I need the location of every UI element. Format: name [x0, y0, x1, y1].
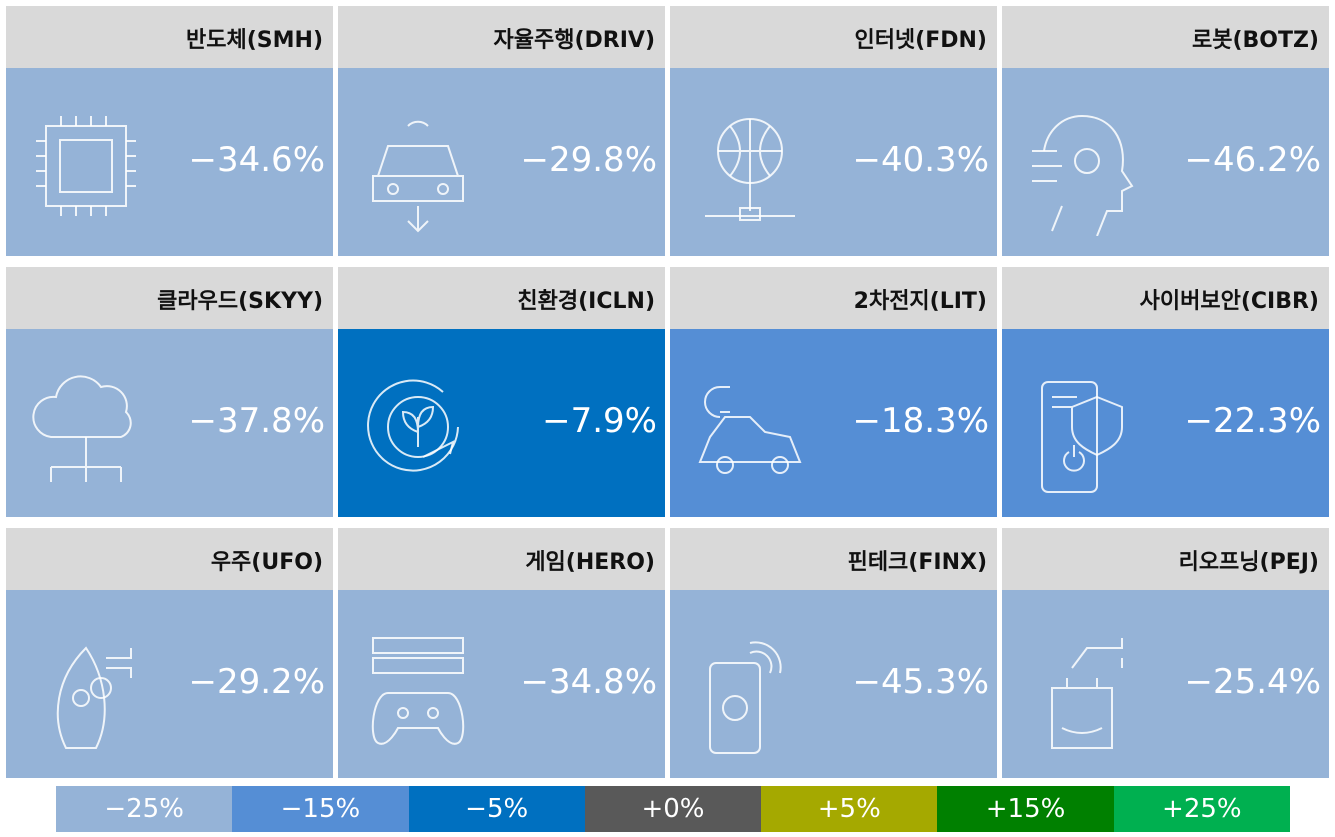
tile-value: −7.9% — [542, 401, 657, 441]
tile-label: 자율주행(DRIV) — [493, 28, 655, 53]
tile-icon — [698, 386, 802, 474]
tile: 반도체(SMH) −34.6% — [6, 6, 333, 256]
tile-body: −46.2% — [1002, 68, 1329, 256]
tile-icon — [32, 375, 132, 482]
tile-label: 로봇(BOTZ) — [1191, 28, 1319, 53]
tile-label: 반도체(SMH) — [186, 28, 323, 53]
tile: 로봇(BOTZ) −46.2% — [1002, 6, 1329, 256]
legend-cell: +25% — [1113, 786, 1290, 832]
tile-body: −7.9% — [338, 329, 665, 517]
tile-label: 사이버보안(CIBR) — [1139, 289, 1319, 314]
tile-icon — [56, 646, 132, 749]
tile: 친환경(ICLN) −7.9% — [338, 267, 665, 517]
tile-header: 반도체(SMH) — [6, 6, 333, 68]
tile: 사이버보안(CIBR) −22.3% — [1002, 267, 1329, 517]
tile-header: 인터넷(FDN) — [670, 6, 997, 68]
tile-body: −18.3% — [670, 329, 997, 517]
tile-header: 리오프닝(PEJ) — [1002, 528, 1329, 590]
tile: 리오프닝(PEJ) −25.4% — [1002, 528, 1329, 778]
tile-icon — [367, 379, 459, 472]
tile-header: 로봇(BOTZ) — [1002, 6, 1329, 68]
tile-header: 우주(UFO) — [6, 528, 333, 590]
tile-body: −29.2% — [6, 590, 333, 778]
tile-label: 리오프닝(PEJ) — [1178, 550, 1319, 575]
legend-label: −25% — [104, 794, 184, 824]
legend-cell: +15% — [937, 786, 1114, 832]
tile-icon — [1041, 381, 1123, 493]
tile-icon — [372, 120, 464, 233]
legend-label: +0% — [641, 794, 705, 824]
tile-header: 핀테크(FINX) — [670, 528, 997, 590]
legend-cell: +0% — [584, 786, 762, 832]
tile-header: 2차전지(LIT) — [670, 267, 997, 329]
tile: 2차전지(LIT) −18.3% — [670, 267, 997, 517]
tile-label: 우주(UFO) — [210, 550, 323, 575]
tile: 인터넷(FDN) −40.3% — [670, 6, 997, 256]
legend-label: −5% — [465, 794, 529, 824]
tile-icon — [1051, 638, 1123, 749]
tile-grid: 반도체(SMH) −34.6% 자율주행(DRIV) −29.8% 인터넷(FDN) −4… — [6, 6, 1329, 778]
tile-body: −34.8% — [338, 590, 665, 778]
tile-value: −25.4% — [1184, 662, 1322, 702]
legend-label: +15% — [985, 794, 1066, 824]
tile-label: 친환경(ICLN) — [517, 289, 655, 314]
legend-cell: −15% — [232, 786, 409, 832]
tile-header: 클라우드(SKYY) — [6, 267, 333, 329]
tile-value: −34.6% — [188, 140, 326, 180]
tile-body: −29.8% — [338, 68, 665, 256]
tile-icon — [709, 641, 782, 754]
legend-cell: +5% — [761, 786, 938, 832]
tile: 자율주행(DRIV) −29.8% — [338, 6, 665, 256]
tile-header: 게임(HERO) — [338, 528, 665, 590]
tile-header: 사이버보안(CIBR) — [1002, 267, 1329, 329]
tile: 클라우드(SKYY) −37.8% — [6, 267, 333, 517]
tile-body: −22.3% — [1002, 329, 1329, 517]
tile-body: −34.6% — [6, 68, 333, 256]
tile-value: −29.8% — [520, 140, 658, 180]
color-legend: −25% −15% −5% +0% +5% +15% +25% — [56, 786, 1290, 832]
legend-label: +5% — [817, 794, 881, 824]
tile-label: 2차전지(LIT) — [853, 289, 987, 314]
tile: 핀테크(FINX) −45.3% — [670, 528, 997, 778]
tile-value: −37.8% — [188, 401, 326, 441]
tile-value: −40.3% — [852, 140, 990, 180]
tile-label: 핀테크(FINX) — [847, 550, 987, 575]
tile-value: −18.3% — [852, 401, 990, 441]
tile-label: 클라우드(SKYY) — [157, 289, 323, 314]
legend-cell: −5% — [408, 786, 585, 832]
tile: 게임(HERO) −34.8% — [338, 528, 665, 778]
tile-header: 친환경(ICLN) — [338, 267, 665, 329]
tile-icon — [371, 637, 465, 745]
tile-value: −29.2% — [188, 662, 326, 702]
tile-value: −46.2% — [1184, 140, 1322, 180]
tile-icon — [36, 116, 136, 216]
tile: 우주(UFO) −29.2% — [6, 528, 333, 778]
legend-cell: −25% — [56, 786, 233, 832]
tile-body: −40.3% — [670, 68, 997, 256]
tile-value: −45.3% — [852, 662, 990, 702]
tile-icon — [1032, 115, 1134, 236]
tile-label: 인터넷(FDN) — [854, 28, 987, 53]
legend-label: +25% — [1162, 794, 1242, 824]
tile-label: 게임(HERO) — [525, 550, 655, 575]
tile-value: −34.8% — [520, 662, 658, 702]
tile-body: −25.4% — [1002, 590, 1329, 778]
tile-body: −37.8% — [6, 329, 333, 517]
tile-header: 자율주행(DRIV) — [338, 6, 665, 68]
tile-icon — [705, 118, 795, 221]
legend-label: −15% — [280, 794, 361, 824]
tile-body: −45.3% — [670, 590, 997, 778]
tile-value: −22.3% — [1184, 401, 1322, 441]
